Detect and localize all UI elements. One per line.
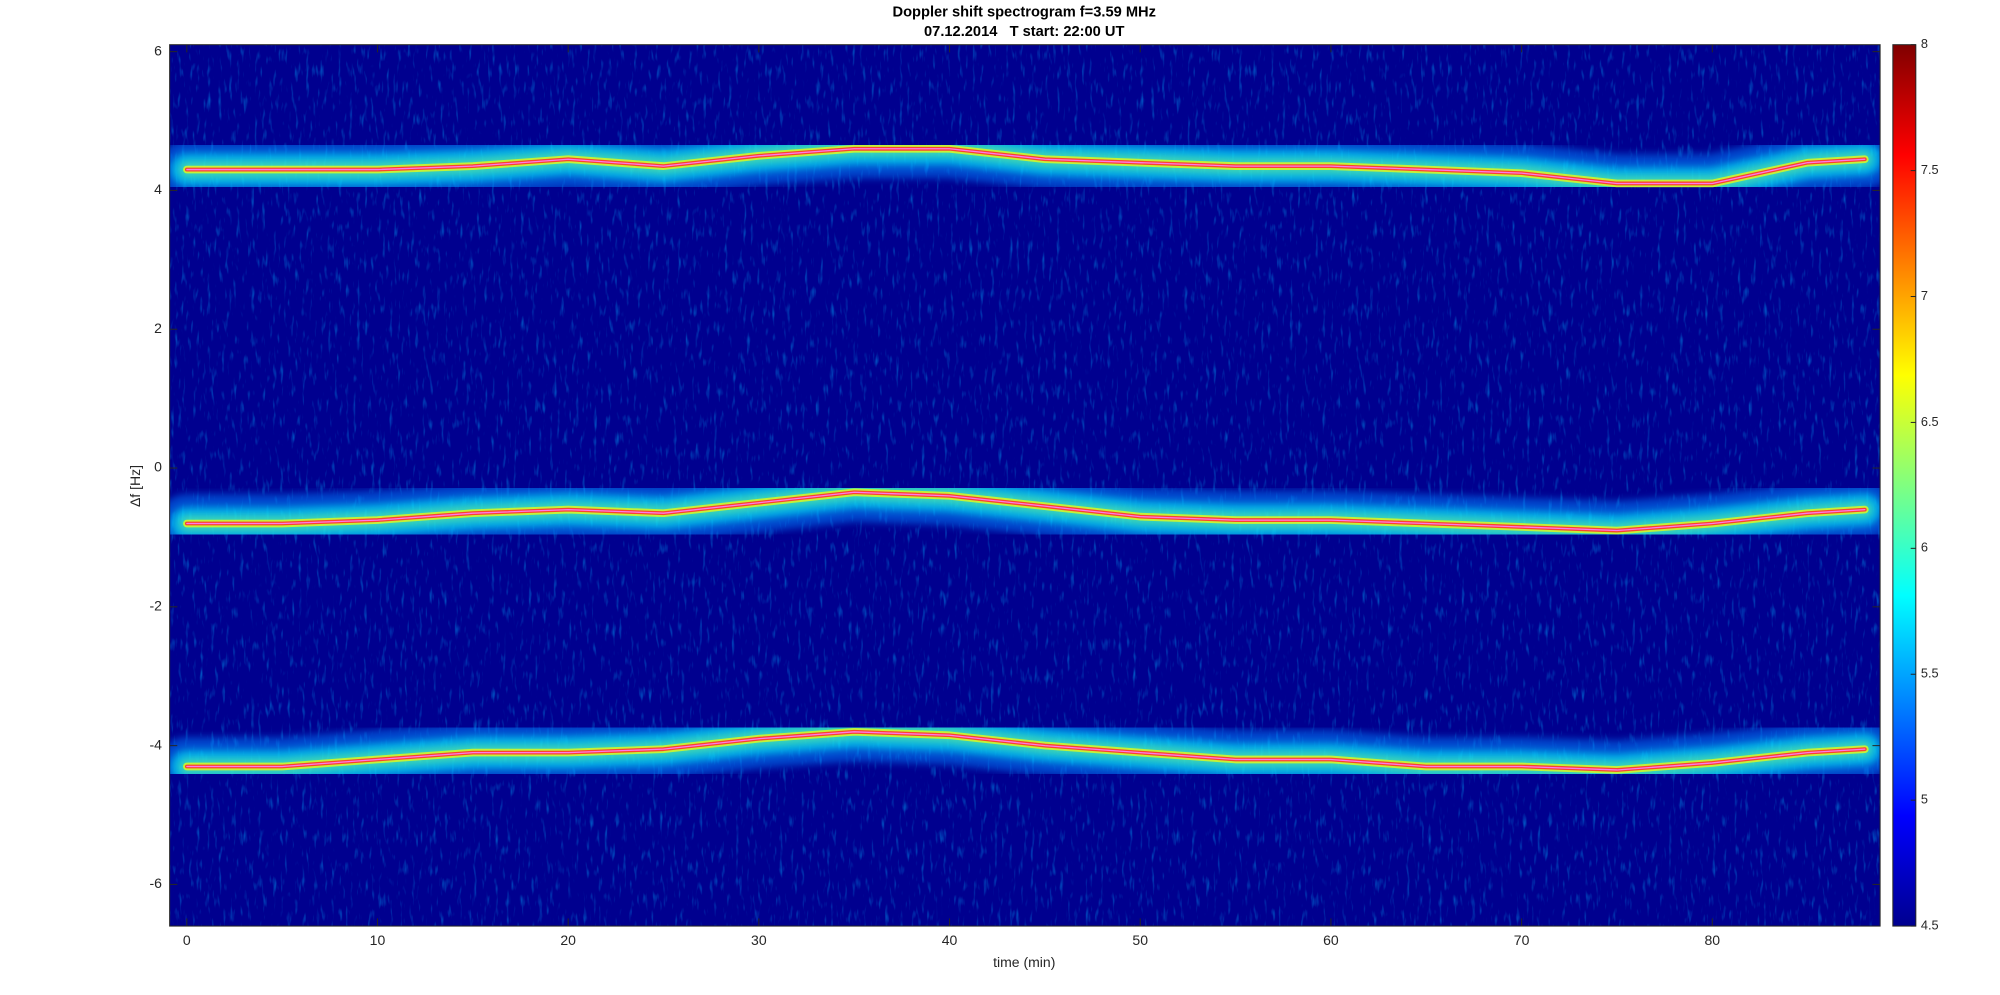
colorbar-tick-label: 7 xyxy=(1921,288,1928,303)
colorbar-tick-label: 4.5 xyxy=(1921,917,1939,932)
signal-trace xyxy=(186,491,1866,532)
chart-subtitle: 07.12.2014 T start: 22:00 UT xyxy=(924,24,1124,40)
x-tick-label: 20 xyxy=(560,932,576,948)
colorbar-tick-label: 6.5 xyxy=(1921,414,1939,429)
colorbar-tick-label: 7.5 xyxy=(1921,162,1939,177)
x-tick-label: 10 xyxy=(370,932,386,948)
x-tick-label: 40 xyxy=(942,932,958,948)
colorbar-tick-label: 5.5 xyxy=(1921,666,1939,681)
plot-area xyxy=(169,44,1881,927)
x-tick-label: 60 xyxy=(1323,932,1339,948)
colorbar-tick-label: 6 xyxy=(1921,540,1928,555)
x-tick-label: 0 xyxy=(183,932,191,948)
y-tick-label: 0 xyxy=(154,459,162,475)
y-tick-label: 6 xyxy=(154,42,162,58)
y-tick-label: -4 xyxy=(150,736,163,752)
signal-trace xyxy=(186,731,1866,771)
plot-frame xyxy=(169,44,1881,927)
colorbar xyxy=(1892,44,1917,927)
x-tick-label: 30 xyxy=(751,932,767,948)
y-tick-label: -6 xyxy=(150,875,163,891)
y-tick-label: 2 xyxy=(154,320,162,336)
colorbar-tick-label: 5 xyxy=(1921,792,1928,807)
y-tick-label: -2 xyxy=(150,598,163,614)
x-tick-label: 70 xyxy=(1514,932,1530,948)
signal-trace xyxy=(186,148,1866,185)
y-tick-label: 4 xyxy=(154,181,162,197)
chart-title: Doppler shift spectrogram f=3.59 MHz xyxy=(893,5,1156,21)
y-axis-label: Δf [Hz] xyxy=(127,465,143,507)
x-tick-label: 50 xyxy=(1132,932,1148,948)
x-axis-label: time (min) xyxy=(993,954,1055,970)
colorbar-tick-label: 8 xyxy=(1921,36,1928,51)
x-tick-label: 80 xyxy=(1705,932,1721,948)
